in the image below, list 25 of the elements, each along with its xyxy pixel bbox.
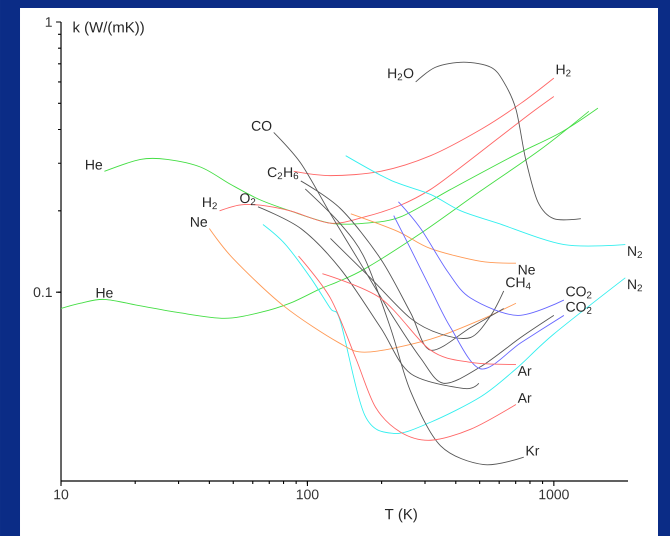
x-tick-label: 1000 xyxy=(539,489,569,500)
x-tick-label: 100 xyxy=(296,489,319,500)
annotation: Ne xyxy=(190,217,208,227)
x-axis-title: T (K) xyxy=(384,508,417,522)
annotation: N$_{2}$ xyxy=(628,246,642,258)
x-tick-label: 10 xyxy=(54,489,68,500)
y-axis-title: k (W/(mK)) xyxy=(74,22,144,36)
annotation: Kr xyxy=(526,446,540,456)
annotation: Ar xyxy=(518,393,532,403)
annotation: O$_{2}$ xyxy=(240,193,256,206)
y-tick-label: 0.1 xyxy=(34,287,52,298)
annotation: Ar xyxy=(518,366,532,376)
annotation: CH$_{4}$ xyxy=(506,277,531,290)
annotation: CO$_{2}$ xyxy=(566,286,592,298)
annotation: Ne xyxy=(518,264,535,275)
annotation: N$_{2}$ xyxy=(628,280,642,292)
annotation: H$_{2}$ xyxy=(203,197,217,210)
annotation: H$_{2}$ xyxy=(556,64,571,76)
annotation: H$_{2}$O xyxy=(388,68,414,80)
annotation: He xyxy=(96,288,113,298)
annotation: CO xyxy=(252,120,272,131)
y-tick-label: 1 xyxy=(46,17,52,27)
annotation: C$_{2}$H$_{6}$ xyxy=(268,167,298,180)
annotation: CO$_{2}$ xyxy=(566,302,592,314)
annotation: He xyxy=(86,160,102,170)
